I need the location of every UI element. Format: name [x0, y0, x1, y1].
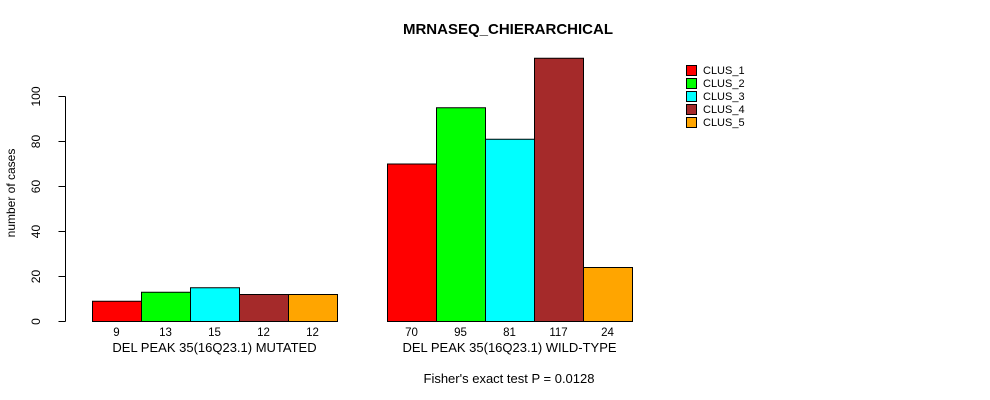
- legend-item-clus_3: CLUS_3: [686, 90, 745, 103]
- bar-value-label: 12: [306, 327, 319, 339]
- bar-value-label: 15: [208, 327, 221, 339]
- bar-clus_4: [239, 294, 289, 322]
- y-axis-tick-label: 40: [29, 225, 43, 239]
- legend: CLUS_1 CLUS_2 CLUS_3 CLUS_4 CLUS_5: [686, 64, 745, 129]
- bar-value-label: 24: [601, 327, 614, 339]
- legend-swatch-icon: [686, 117, 697, 128]
- bar-value-label: 70: [405, 327, 418, 339]
- legend-label: CLUS_4: [703, 103, 745, 116]
- bar-value-label: 117: [549, 327, 567, 339]
- bar-clus_1: [387, 163, 437, 322]
- legend-swatch-icon: [686, 78, 697, 89]
- group-label: DEL PEAK 35(16Q23.1) WILD-TYPE: [402, 340, 616, 355]
- legend-item-clus_5: CLUS_5: [686, 116, 745, 129]
- bar-clus_1: [92, 300, 142, 322]
- legend-swatch-icon: [686, 65, 697, 76]
- legend-label: CLUS_3: [703, 90, 745, 103]
- bar-clus_3: [190, 287, 240, 322]
- bar-value-label: 95: [454, 327, 467, 339]
- bar-clus_5: [288, 294, 338, 322]
- bar-value-label: 9: [113, 327, 119, 339]
- bar-value-label: 81: [503, 327, 516, 339]
- y-axis-tick-label: 80: [29, 135, 43, 149]
- legend-swatch-icon: [686, 91, 697, 102]
- legend-item-clus_4: CLUS_4: [686, 103, 745, 116]
- legend-swatch-icon: [686, 104, 697, 115]
- group-label: DEL PEAK 35(16Q23.1) MUTATED: [112, 340, 316, 355]
- legend-label: CLUS_5: [703, 116, 745, 129]
- legend-item-clus_1: CLUS_1: [686, 64, 745, 77]
- y-axis-tick-label: 20: [29, 270, 43, 284]
- fisher-test-annotation: Fisher's exact test P = 0.0128: [423, 371, 595, 386]
- bar-clus_3: [485, 138, 535, 322]
- bar-value-label: 12: [257, 327, 270, 339]
- y-axis-title: number of cases: [4, 149, 18, 238]
- bar-clus_2: [141, 291, 191, 322]
- bar-clus_4: [534, 57, 584, 322]
- y-axis-tick-label: 0: [29, 318, 43, 325]
- y-axis-tick-label: 100: [29, 86, 43, 106]
- chart-title: MRNASEQ_CHIERARCHICAL: [402, 21, 613, 38]
- legend-label: CLUS_1: [703, 64, 745, 77]
- legend-item-clus_2: CLUS_2: [686, 77, 745, 90]
- bar-value-label: 13: [159, 327, 172, 339]
- bar-clus_5: [583, 267, 633, 322]
- legend-label: CLUS_2: [703, 77, 745, 90]
- y-axis-tick-label: 60: [29, 180, 43, 194]
- bar-clus_2: [436, 107, 486, 322]
